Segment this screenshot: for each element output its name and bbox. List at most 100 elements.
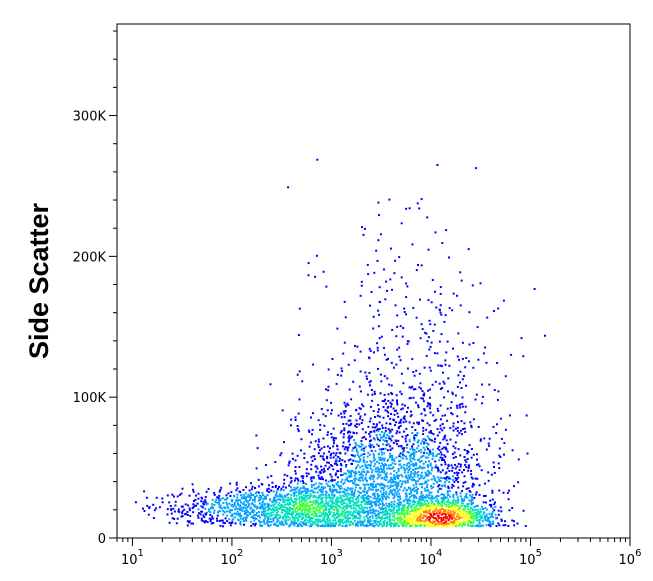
data-point xyxy=(533,288,536,290)
data-point xyxy=(245,495,248,498)
data-point xyxy=(318,494,321,497)
data-point xyxy=(434,466,437,469)
data-point xyxy=(228,510,231,513)
data-point xyxy=(242,489,245,491)
data-point xyxy=(425,503,428,505)
data-point xyxy=(371,505,374,508)
data-point xyxy=(280,520,283,523)
data-point xyxy=(393,519,396,522)
data-point xyxy=(432,455,435,458)
data-point xyxy=(385,525,388,528)
data-point xyxy=(406,519,409,522)
data-point xyxy=(283,518,286,521)
data-point xyxy=(296,454,299,457)
data-point xyxy=(298,491,301,494)
data-point xyxy=(183,513,186,516)
data-point xyxy=(386,406,389,409)
data-point xyxy=(451,453,454,456)
data-point xyxy=(348,496,351,499)
data-point xyxy=(384,409,387,412)
data-point xyxy=(335,517,338,520)
data-point xyxy=(403,515,406,518)
data-point xyxy=(295,503,298,505)
data-point xyxy=(403,447,405,450)
data-point xyxy=(423,504,425,506)
data-point xyxy=(429,504,431,506)
data-point xyxy=(296,486,299,489)
data-point xyxy=(385,472,388,475)
data-point xyxy=(317,502,320,505)
data-point xyxy=(342,507,345,510)
data-point xyxy=(422,454,425,457)
data-point xyxy=(347,436,350,439)
data-point xyxy=(197,492,200,495)
data-point xyxy=(470,424,473,427)
data-point xyxy=(451,500,454,503)
data-point xyxy=(437,469,440,472)
data-point xyxy=(322,510,325,513)
data-point xyxy=(447,463,450,466)
data-point xyxy=(285,519,288,522)
data-point xyxy=(388,383,391,386)
data-point xyxy=(252,511,255,514)
data-point xyxy=(445,505,448,508)
data-point xyxy=(287,493,290,496)
data-point xyxy=(403,471,406,474)
data-point xyxy=(348,438,351,441)
data-point xyxy=(412,371,415,373)
data-point xyxy=(444,314,447,317)
data-point xyxy=(363,494,366,496)
data-point xyxy=(290,522,293,525)
data-point xyxy=(517,481,520,484)
data-point xyxy=(458,469,461,471)
data-point xyxy=(398,256,401,259)
data-point xyxy=(382,510,385,513)
data-point xyxy=(453,480,456,483)
data-point xyxy=(425,523,428,526)
data-point xyxy=(252,523,255,525)
data-point xyxy=(513,485,515,488)
data-point xyxy=(405,511,408,514)
data-point xyxy=(417,480,420,483)
data-point xyxy=(335,523,338,526)
data-point xyxy=(322,478,324,481)
data-point xyxy=(352,482,354,485)
data-point xyxy=(333,523,336,526)
data-point xyxy=(467,517,470,520)
data-point xyxy=(435,504,438,507)
data-point xyxy=(494,517,497,520)
data-point xyxy=(380,470,383,473)
data-point xyxy=(411,489,414,492)
data-point xyxy=(422,433,425,436)
data-point xyxy=(272,523,275,526)
data-point xyxy=(359,508,362,511)
data-point xyxy=(383,452,386,455)
data-point xyxy=(446,443,449,446)
data-point xyxy=(318,511,321,514)
data-point xyxy=(443,481,446,484)
data-point xyxy=(429,521,431,523)
data-point xyxy=(391,509,394,511)
data-point xyxy=(394,259,397,262)
data-point xyxy=(441,414,444,417)
data-point xyxy=(399,325,402,328)
data-point xyxy=(410,386,413,389)
data-point xyxy=(413,374,416,377)
data-point xyxy=(393,480,396,483)
data-point xyxy=(359,458,362,461)
data-point xyxy=(384,398,387,401)
data-point xyxy=(354,502,357,505)
data-point xyxy=(402,506,405,509)
data-point xyxy=(471,493,474,496)
data-point xyxy=(394,483,397,486)
data-point xyxy=(467,248,470,251)
data-point xyxy=(301,509,304,512)
data-point xyxy=(344,511,347,514)
data-point xyxy=(340,521,343,524)
data-point xyxy=(375,488,378,491)
data-point xyxy=(420,456,423,459)
data-point xyxy=(362,509,365,512)
data-point xyxy=(421,419,423,422)
data-point xyxy=(447,509,450,512)
data-point xyxy=(349,458,352,461)
